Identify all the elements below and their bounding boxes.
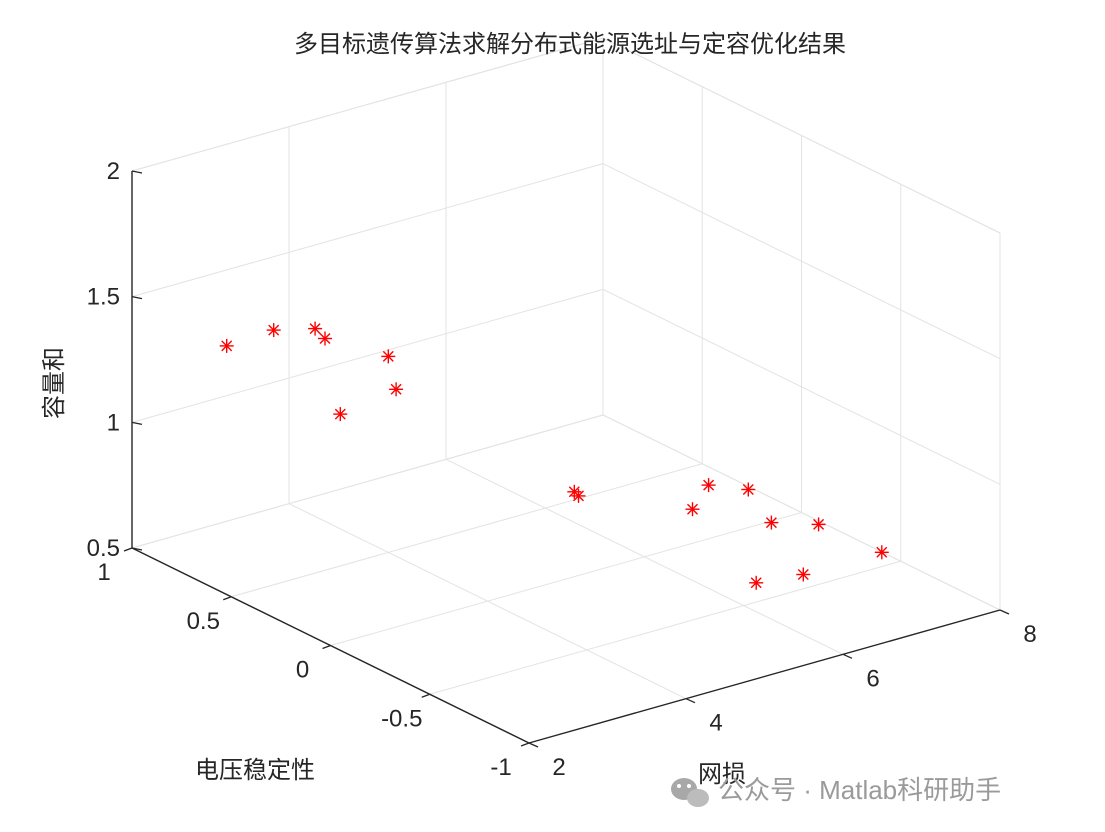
x-tick [685, 698, 696, 704]
data-point [764, 515, 779, 530]
y-tick-label: 0 [296, 657, 309, 684]
z-tick-label: 0.5 [87, 535, 120, 562]
axes [123, 170, 1010, 748]
data-point [874, 545, 889, 560]
z-tick [131, 547, 143, 551]
data-points [219, 321, 889, 590]
x-axis-line [528, 609, 1001, 744]
marker-stroke [687, 503, 698, 515]
marker-stroke [750, 577, 762, 589]
x-tick-label: 8 [1023, 621, 1036, 648]
grid-line-back-z [131, 414, 604, 549]
y-tick [421, 693, 430, 698]
grid-line-right-z [602, 163, 1001, 360]
data-point [749, 575, 764, 590]
z-tick-label: 1.5 [87, 284, 120, 311]
data-point [308, 321, 323, 336]
box-edge [131, 37, 604, 172]
grid-line-floor-y [330, 512, 802, 646]
marker-stroke [876, 546, 888, 558]
marker-stroke [382, 350, 394, 362]
z-tick-label: 1 [107, 409, 120, 436]
marker-stroke [742, 484, 754, 495]
y-tick-label: 0.5 [187, 608, 220, 635]
z-tick [131, 170, 143, 174]
grid-line-floor-y [231, 463, 703, 598]
data-point [685, 502, 700, 517]
grid-line-back-z [131, 163, 604, 298]
marker-stroke [765, 517, 777, 529]
grid-line-back-z [131, 288, 604, 423]
grid-line-floor-y [429, 560, 901, 695]
x-tick [999, 609, 1010, 615]
watermark-text: 公众号 · Matlab科研助手 [718, 775, 1001, 805]
y-axis-label: 电压稳定性 [195, 756, 315, 784]
marker-stroke [390, 383, 402, 395]
data-point [333, 407, 348, 422]
marker-stroke [221, 340, 233, 352]
z-tick [131, 296, 143, 300]
grid [131, 37, 1001, 744]
data-point [389, 382, 404, 397]
marker-stroke [703, 479, 715, 491]
marker-stroke [334, 408, 346, 420]
marker-stroke [268, 324, 280, 336]
marker-stroke [813, 518, 825, 530]
x-tick [842, 653, 853, 659]
x-axis-label: 网损 [698, 760, 746, 788]
z-tick-label: 2 [107, 158, 120, 185]
z-axis-label: 容量和 [40, 347, 68, 419]
x-tick-label: 2 [552, 754, 565, 781]
chart-title: 多目标遗传算法求解分布式能源选址与定容优化结果 [294, 30, 846, 58]
data-point [567, 484, 582, 499]
data-point [318, 331, 332, 346]
grid-line-right-z [602, 288, 1001, 485]
data-point [796, 567, 811, 582]
y-tick [223, 596, 232, 601]
x-tick-label: 6 [866, 665, 879, 692]
watermark: 公众号 · Matlab科研助手 [671, 775, 1001, 807]
wechat-icon [671, 778, 709, 807]
marker-stroke [319, 333, 331, 344]
x-tick-label: 4 [709, 710, 722, 737]
y-tick-label: -1 [490, 754, 511, 781]
y-tick [520, 742, 530, 747]
marker-stroke [568, 486, 580, 498]
data-point [219, 338, 234, 353]
data-point [701, 478, 716, 493]
y-tick [322, 644, 331, 650]
y-tick-label: -0.5 [381, 705, 422, 732]
data-point [741, 482, 756, 497]
box-edge [602, 37, 1001, 234]
grid-line-right-z [602, 414, 1001, 611]
x-tick [528, 742, 539, 748]
data-point [381, 349, 396, 364]
marker-stroke [309, 323, 321, 335]
y-tick-label: 1 [97, 559, 110, 586]
marker-stroke [797, 569, 809, 580]
data-point [811, 517, 826, 532]
data-point [266, 323, 281, 338]
y-tick [123, 547, 133, 552]
z-tick [131, 421, 143, 425]
